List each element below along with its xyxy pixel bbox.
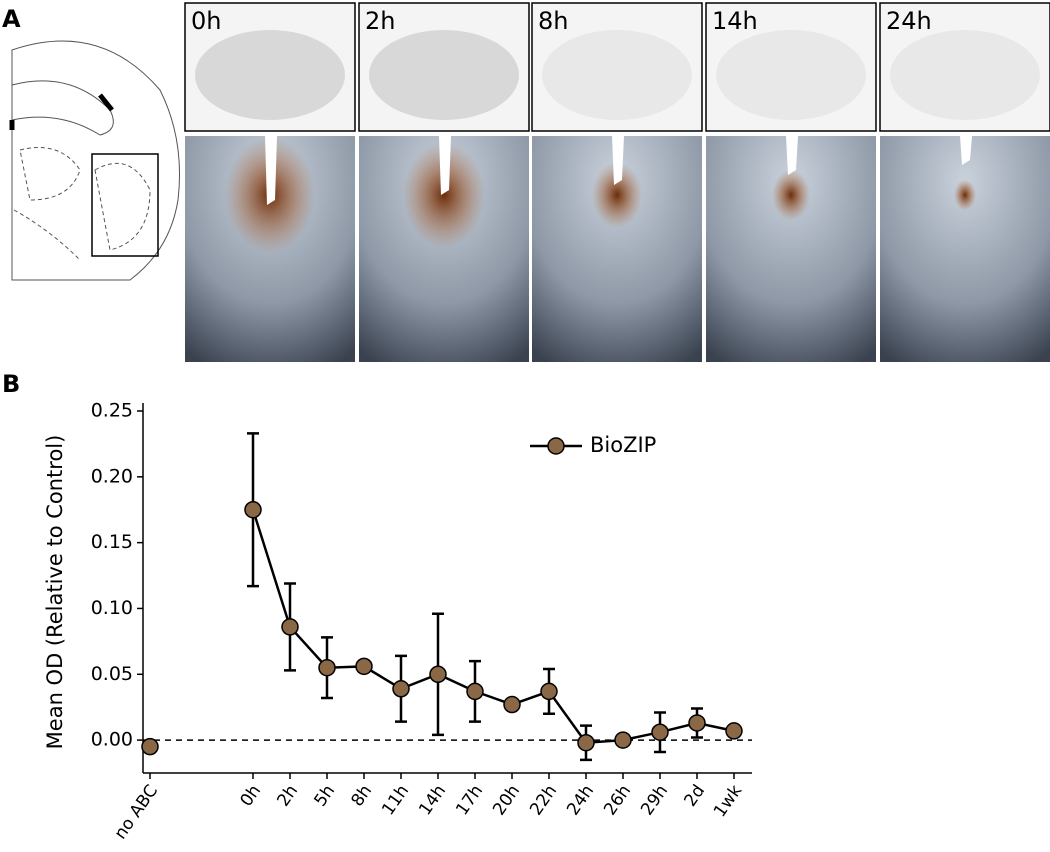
data-point — [318, 658, 336, 677]
series-line — [251, 509, 735, 745]
electrode-track — [786, 136, 798, 175]
x-tick-label: 24h — [563, 781, 598, 819]
data-point — [281, 618, 299, 636]
data-point — [503, 695, 521, 714]
timepoint-label: 2h — [365, 7, 395, 35]
x-tick-label: 14h — [415, 781, 450, 819]
electrode-track — [960, 136, 972, 165]
timepoint-label: 8h — [538, 7, 568, 35]
x-tick-label: 26h — [600, 781, 635, 819]
section-shape — [890, 30, 1040, 120]
legend-marker — [547, 437, 565, 455]
timepoint-label: 0h — [191, 7, 221, 35]
section-shape — [716, 30, 866, 120]
x-tick-label: 17h — [452, 781, 487, 819]
x-tick-label: 5h — [310, 781, 339, 810]
y-tick-label: 0.00 — [91, 729, 133, 751]
panel-label: A — [2, 5, 21, 33]
electrode-track — [612, 136, 624, 185]
electrode-track — [265, 136, 277, 205]
data-point — [466, 682, 484, 701]
data-point — [429, 665, 447, 684]
data-point — [688, 714, 706, 732]
timepoint-label: 24h — [886, 7, 932, 35]
data-point — [540, 682, 558, 701]
data-point — [725, 722, 743, 740]
x-tick-label: 20h — [489, 781, 524, 819]
electrode-track — [439, 136, 451, 195]
y-tick-label: 0.05 — [91, 663, 133, 685]
stain — [954, 179, 976, 211]
data-point — [614, 731, 632, 749]
stain — [592, 162, 642, 228]
data-point — [141, 737, 159, 756]
y-tick-label: 0.15 — [91, 531, 133, 553]
data-point — [244, 500, 262, 519]
y-axis-title: Mean OD (Relative to Control) — [43, 435, 67, 750]
section-shape — [195, 30, 345, 120]
x-tick-label: 11h — [378, 781, 413, 819]
stain — [772, 169, 810, 221]
stain — [403, 142, 485, 248]
x-tick-label: 22h — [526, 781, 561, 819]
section-shape — [369, 30, 519, 120]
y-tick-label: 0.20 — [91, 465, 133, 487]
x-tick-label: 1wk — [710, 781, 746, 821]
data-point — [577, 733, 595, 752]
x-tick-label: 29h — [637, 781, 672, 819]
panel-label: B — [2, 370, 20, 398]
x-tick-label: 8h — [347, 781, 376, 810]
data-point — [651, 723, 669, 741]
y-tick-label: 0.25 — [91, 400, 133, 422]
y-tick-label: 0.10 — [91, 597, 133, 619]
data-point — [355, 657, 373, 676]
x-tick-label: 2h — [273, 781, 302, 810]
micrograph — [880, 136, 1050, 362]
timepoint-label: 14h — [712, 7, 758, 35]
x-tick-label: 2d — [680, 781, 709, 810]
x-tick-label: 0h — [236, 781, 265, 810]
section-shape — [542, 30, 692, 120]
x-tick-label: no ABC — [111, 781, 163, 843]
atlas-drawing — [9, 40, 180, 281]
legend-label: BioZIP — [590, 433, 656, 457]
data-point — [392, 680, 410, 698]
